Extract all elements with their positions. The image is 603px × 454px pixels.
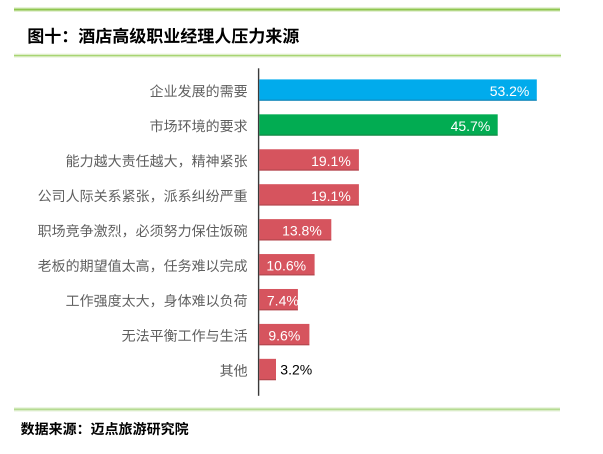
svg-text:45.7%: 45.7% <box>451 118 491 134</box>
svg-text:10.6%: 10.6% <box>266 258 306 274</box>
svg-text:9.6%: 9.6% <box>268 328 300 344</box>
svg-text:13.8%: 13.8% <box>282 223 322 239</box>
svg-text:7.4%: 7.4% <box>267 293 299 309</box>
svg-text:53.2%: 53.2% <box>490 83 530 99</box>
svg-text:19.1%: 19.1% <box>311 188 351 204</box>
svg-text:19.1%: 19.1% <box>311 153 351 169</box>
svg-text:3.2%: 3.2% <box>280 361 312 377</box>
